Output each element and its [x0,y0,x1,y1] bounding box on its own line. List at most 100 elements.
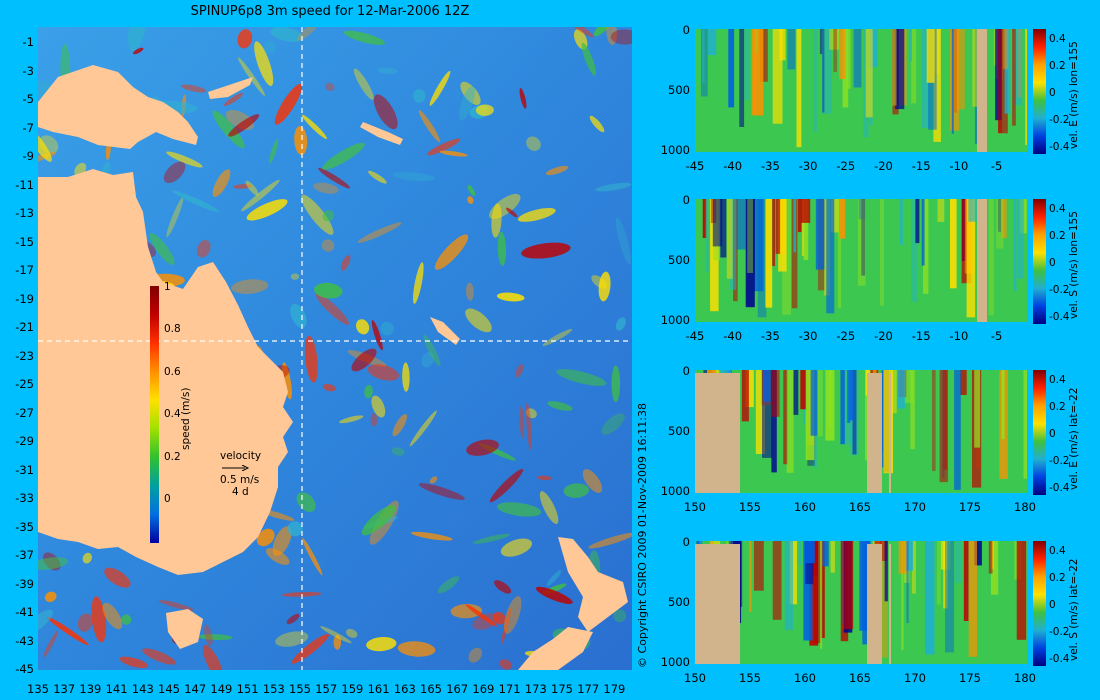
eddy-mark [499,659,512,670]
section-stripe [809,541,819,646]
eddy-mark [465,308,492,333]
section-stripe [880,541,888,658]
section-stripe [751,29,757,116]
section-stripe [784,541,793,630]
eddy-mark [166,151,203,168]
section-stripe [753,29,764,116]
eddy-mark [611,365,621,403]
section-x-tick-label: 150 [684,500,706,514]
section-stripe [817,370,823,437]
section-x-tick-label: -10 [949,329,969,343]
eddy-mark [339,415,364,424]
lon-tick-label: 161 [367,682,390,696]
section-stripe [846,29,851,89]
lat-tick-label: -1 [22,35,34,49]
eddy-mark [132,47,144,55]
eddy-mark [287,521,303,537]
section-stripe [796,29,802,148]
section-stripe [1017,199,1024,279]
section-stripe [772,541,782,620]
eddy-mark [492,611,506,625]
section-colorbar-tick: -0.4 [1049,482,1070,494]
eddy-mark [296,492,316,512]
eddy-mark [322,383,336,392]
section-y-tick-label: 1000 [660,313,690,327]
eddy-mark [392,413,408,437]
eddy-mark [593,27,611,37]
eddy-mark [517,207,556,222]
eddy-mark [346,628,358,638]
section-stripe [803,541,813,641]
section-x-tick-label: -40 [723,329,743,343]
section-stripe [839,199,846,239]
eddy-mark [526,401,532,451]
section-stripe [826,199,835,314]
lat-tick-label: -33 [15,491,34,505]
section-stripe [849,370,855,421]
lat-tick-label: -41 [15,605,34,619]
eddy-mark [38,126,52,162]
eddy-mark [241,179,280,212]
section-stripe [937,199,945,222]
eddy-mark [519,88,527,109]
section-stripe [926,29,935,83]
section-stripe [830,199,839,233]
section-stripe [904,370,914,404]
eddy-mark [465,282,474,301]
eddy-mark [515,364,524,378]
section-stripe [1001,370,1005,440]
eddy-mark [237,57,266,96]
section-x-tick-label: 150 [684,671,706,685]
lat-tick-label: -29 [15,434,34,448]
lat-tick-label: -31 [15,462,34,477]
eddy-mark [437,576,460,594]
lat-tick-label: -9 [22,149,34,163]
section-stripe [897,370,905,409]
lon-tick-label: 135 [27,682,49,696]
eddy-mark [412,262,424,304]
eddy-mark [304,335,318,383]
speed-colorbar-tick: 0.2 [164,450,181,463]
eddy-mark [237,29,253,49]
eddy-mark [468,647,483,663]
section-x-tick-label: -35 [760,329,780,343]
speed-colorbar-tick: 0 [164,493,171,505]
eddy-mark [254,41,274,87]
section-colorbar [1033,370,1046,495]
section-colorbar-tick: 0.2 [1049,60,1066,72]
eddy-mark [496,292,525,302]
section-stripe [839,29,846,79]
lon-tick-label: 141 [105,682,128,696]
section-land [867,544,882,664]
eddy-mark [272,526,292,556]
section-stripe [793,370,799,415]
section-stripe [933,29,941,142]
eddy-mark [297,27,321,41]
eddy-mark [282,362,292,400]
section-stripe [783,370,788,465]
eddy-mark [275,631,309,647]
section-stripe [988,541,993,574]
eddy-mark [256,528,275,547]
section-stripe [778,199,787,272]
eddy-mark [82,552,93,564]
lon-tick-label: 147 [184,682,207,696]
section-stripe [990,541,999,595]
eddy-mark [429,70,451,106]
section-stripe [726,199,733,279]
section-colorbar-tick: 0.4 [1049,203,1066,215]
section-colorbar-tick: 0.2 [1049,572,1066,584]
section-stripe [720,199,727,258]
eddy-mark [467,196,474,204]
section-stripe [771,370,777,473]
eddy-mark [501,608,512,645]
eddy-mark [325,82,335,92]
lon-tick-label: 157 [315,682,338,696]
eddy-mark [268,138,279,164]
section-x-tick-label: -30 [798,329,818,343]
eddy-mark [402,362,410,392]
section-stripe [974,541,982,566]
section-land [695,373,740,493]
section-land [867,373,882,493]
section-stripe [921,199,925,266]
